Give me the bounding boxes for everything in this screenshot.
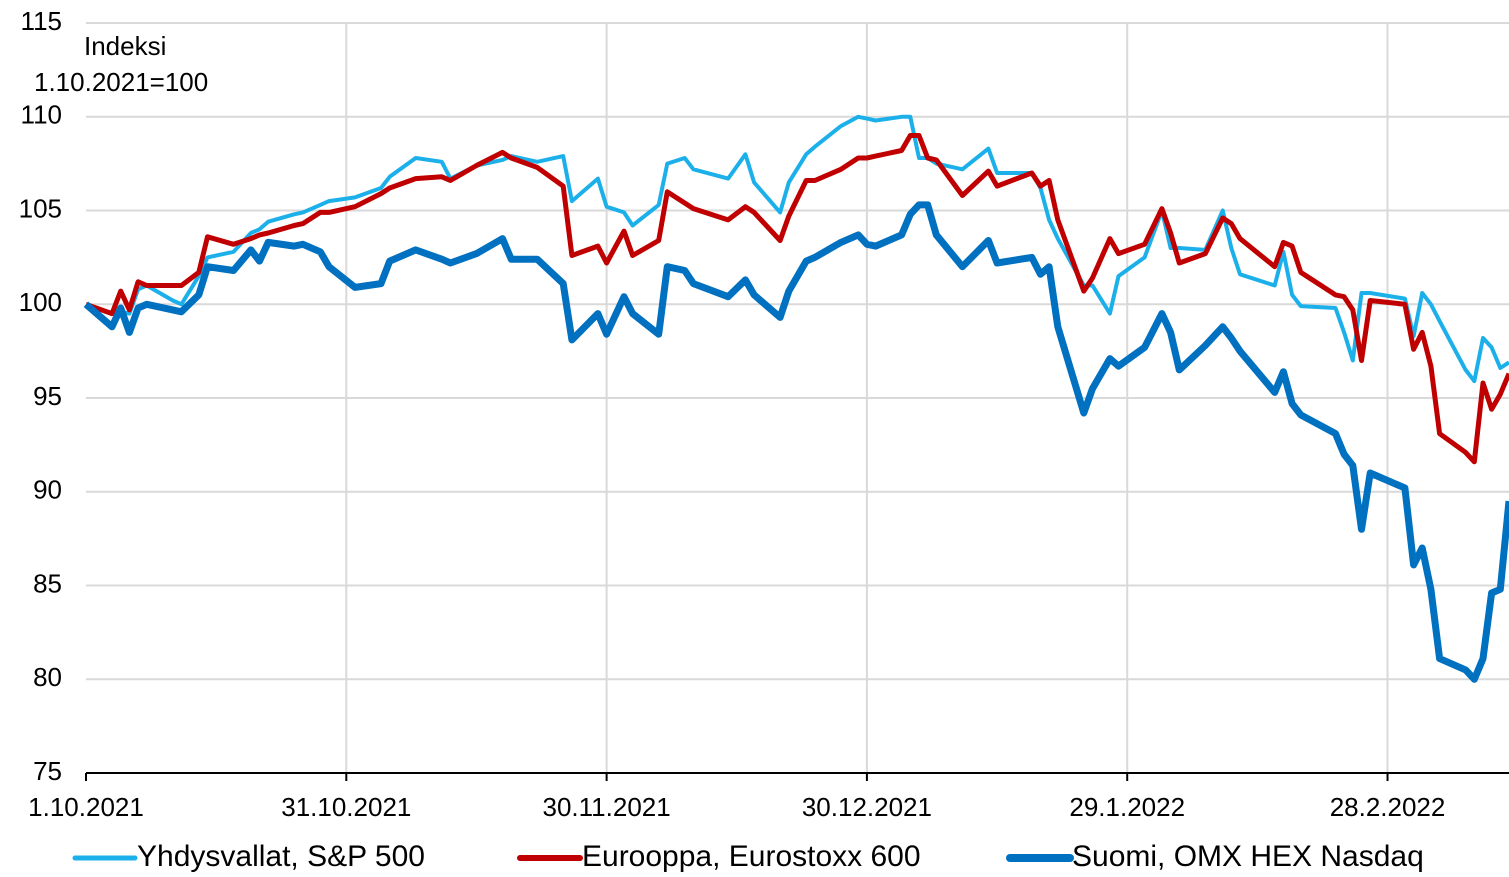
y-tick-label: 110 [21, 100, 62, 130]
y-tick-label: 75 [33, 756, 62, 786]
y-tick-label: 85 [33, 568, 62, 598]
x-tick-label: 29.1.2022 [1069, 792, 1185, 822]
y-axis-label: Indeksi [84, 31, 166, 61]
legend-label: Yhdysvallat, S&P 500 [137, 840, 425, 873]
y-tick-label: 80 [33, 662, 62, 692]
y-tick-label: 95 [33, 381, 62, 411]
series-line [85, 133, 1509, 465]
legend-label: Suomi, OMX HEX Nasdaq [1072, 840, 1424, 873]
series-line [84, 114, 1509, 384]
y-tick-label: 100 [19, 287, 62, 317]
x-tick-label: 31.10.2021 [281, 792, 411, 822]
y-axis-label: 1.10.2021=100 [34, 67, 208, 97]
x-tick-label: 30.12.2021 [802, 792, 932, 822]
y-tick-label: 105 [19, 193, 62, 223]
y-tick-label: 90 [33, 475, 62, 505]
x-tick-label: 28.2.2022 [1330, 792, 1446, 822]
legend-label: Eurooppa, Eurostoxx 600 [582, 840, 921, 873]
series-line [83, 201, 1509, 683]
x-tick-label: 1.10.2021 [28, 792, 144, 822]
x-tick-label: 30.11.2021 [543, 792, 671, 822]
y-tick-label: 115 [21, 6, 62, 36]
